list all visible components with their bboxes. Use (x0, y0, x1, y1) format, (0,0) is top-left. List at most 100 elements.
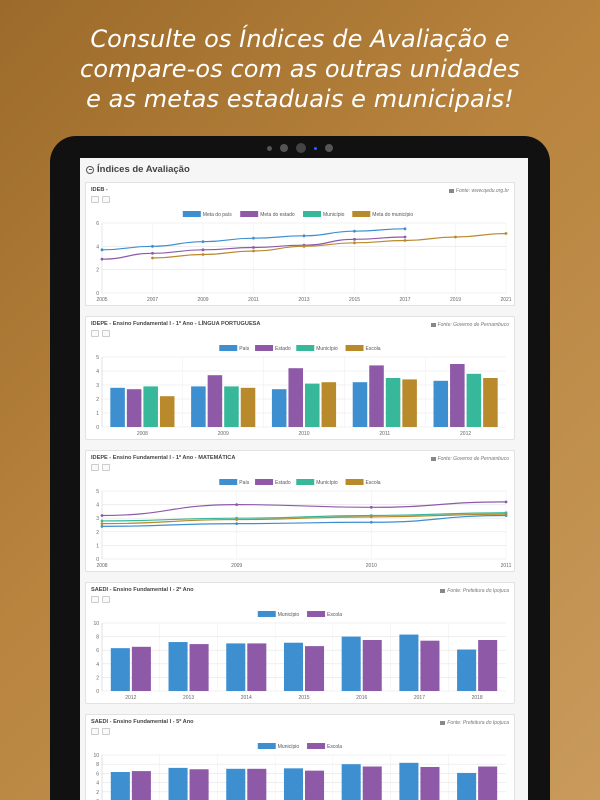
bar (341, 636, 361, 691)
document-icon (430, 456, 436, 461)
line-chart-icon[interactable] (91, 330, 99, 337)
y-tick-label: 3 (96, 383, 99, 389)
line-chart-icon[interactable] (91, 596, 99, 603)
section-header[interactable]: Índices de Avaliação (80, 158, 528, 179)
y-tick-label: 6 (96, 648, 99, 654)
bar (168, 642, 188, 691)
bar (305, 770, 325, 800)
legend-swatch (307, 743, 326, 749)
promo-headline: Consulte os Índices de Avaliação e compa… (0, 24, 600, 114)
data-point (252, 236, 255, 240)
tablet-camera-bar (0, 143, 600, 153)
bar-chart-icon[interactable] (102, 728, 110, 735)
line-chart-icon[interactable] (91, 196, 99, 203)
bar-chart-icon[interactable] (102, 464, 110, 471)
legend-label: Município (278, 744, 300, 750)
bar (226, 768, 246, 800)
document-icon (448, 188, 454, 193)
data-point (403, 239, 407, 242)
y-tick-label: 4 (96, 369, 99, 375)
chart-title: SAEDI - Ensino Fundamental I - 5º Ano (91, 719, 194, 725)
y-tick-label: 8 (96, 762, 99, 768)
collapse-icon[interactable] (86, 165, 94, 174)
data-point (201, 240, 205, 244)
y-tick-label: 0 (96, 689, 99, 695)
x-tick-label: 2012 (460, 431, 471, 437)
x-tick-label: 2010 (366, 563, 377, 569)
chart-plot: País Estado Município Escola 0 1 2 3 4 5 2008 2009 2… (96, 345, 506, 437)
x-tick-label: 2007 (147, 297, 158, 303)
chart-card: SAEDI - Ensino Fundamental I - 2º Ano Fon… (85, 582, 515, 704)
legend-swatch (182, 211, 201, 217)
bar (110, 387, 125, 427)
bar (478, 640, 498, 691)
y-tick-label: 1 (96, 543, 99, 549)
legend-swatch (303, 211, 321, 217)
x-tick-label: 2017 (414, 695, 425, 701)
y-tick-label: 2 (96, 268, 99, 274)
y-tick-label: 0 (96, 291, 99, 297)
legend-label: Município (323, 212, 345, 218)
legend-swatch (240, 211, 259, 217)
chart-type-toggle (91, 330, 110, 337)
bar (110, 648, 130, 691)
legend-label: Estado (275, 346, 291, 352)
series-line (101, 512, 507, 522)
data-point (151, 251, 154, 255)
chart-card: IDEB - Fonte: www.qedu.org.br Meta do país… (85, 182, 515, 306)
data-point (235, 518, 239, 521)
data-point (353, 237, 356, 241)
app-screen: Índices de Avaliação IDEB - Fonte: www.qe… (80, 158, 528, 800)
chart-source-text: Fonte: Governo de Pernambuco (437, 456, 509, 462)
bar-chart-icon[interactable] (102, 330, 110, 337)
data-point (151, 256, 154, 260)
x-tick-label: 2013 (298, 297, 309, 303)
bar (478, 766, 498, 800)
line-chart-icon[interactable] (91, 728, 99, 735)
data-point (504, 512, 508, 516)
legend-swatch (345, 479, 364, 485)
bar (305, 383, 320, 427)
camera-dot-icon (267, 145, 272, 151)
y-tick-label: 4 (96, 244, 99, 250)
x-tick-label: 2011 (501, 563, 512, 569)
bar-chart-icon[interactable] (102, 196, 110, 203)
bar (362, 640, 382, 691)
legend-swatch (345, 345, 364, 351)
legend-swatch (296, 479, 315, 485)
y-tick-label: 4 (96, 503, 99, 509)
data-point (504, 232, 508, 235)
chart-plot: País Estado Município Escola 0 1 2 3 4 5 2008 2009 2… (96, 479, 512, 569)
bar (247, 643, 267, 691)
promo-line-2: compare-os com as outras unidades (80, 55, 520, 83)
legend-label: Município (278, 612, 300, 618)
data-point (100, 514, 104, 517)
data-point (403, 227, 407, 231)
y-tick-label: 4 (96, 781, 99, 787)
data-point (100, 524, 104, 528)
chart-title: SAEDI - Ensino Fundamental I - 2º Ano (91, 587, 194, 593)
legend-label: Estado (275, 480, 291, 486)
bar-chart-icon[interactable] (102, 596, 110, 603)
legend-swatch (257, 611, 276, 617)
bar (402, 379, 417, 427)
bar (224, 386, 239, 427)
data-point (504, 500, 508, 504)
y-tick-label: 2 (96, 530, 99, 536)
y-tick-label: 10 (93, 753, 99, 759)
data-point (252, 249, 255, 253)
x-tick-label: 2019 (450, 297, 461, 303)
bar (457, 772, 477, 800)
bar (352, 382, 368, 427)
bar (466, 373, 482, 427)
chart-source: Fonte: www.qedu.org.br (448, 188, 509, 194)
chart-source-text: Fonte: Prefeitura do Ipojuca (447, 588, 509, 594)
y-tick-label: 0 (96, 425, 99, 431)
data-point (151, 244, 154, 248)
line-chart-icon[interactable] (91, 464, 99, 471)
chart-type-toggle (91, 596, 110, 603)
bar (191, 386, 206, 427)
chart-source-text: Fonte: www.qedu.org.br (455, 188, 509, 194)
data-point (100, 519, 104, 523)
y-tick-label: 6 (96, 771, 99, 777)
